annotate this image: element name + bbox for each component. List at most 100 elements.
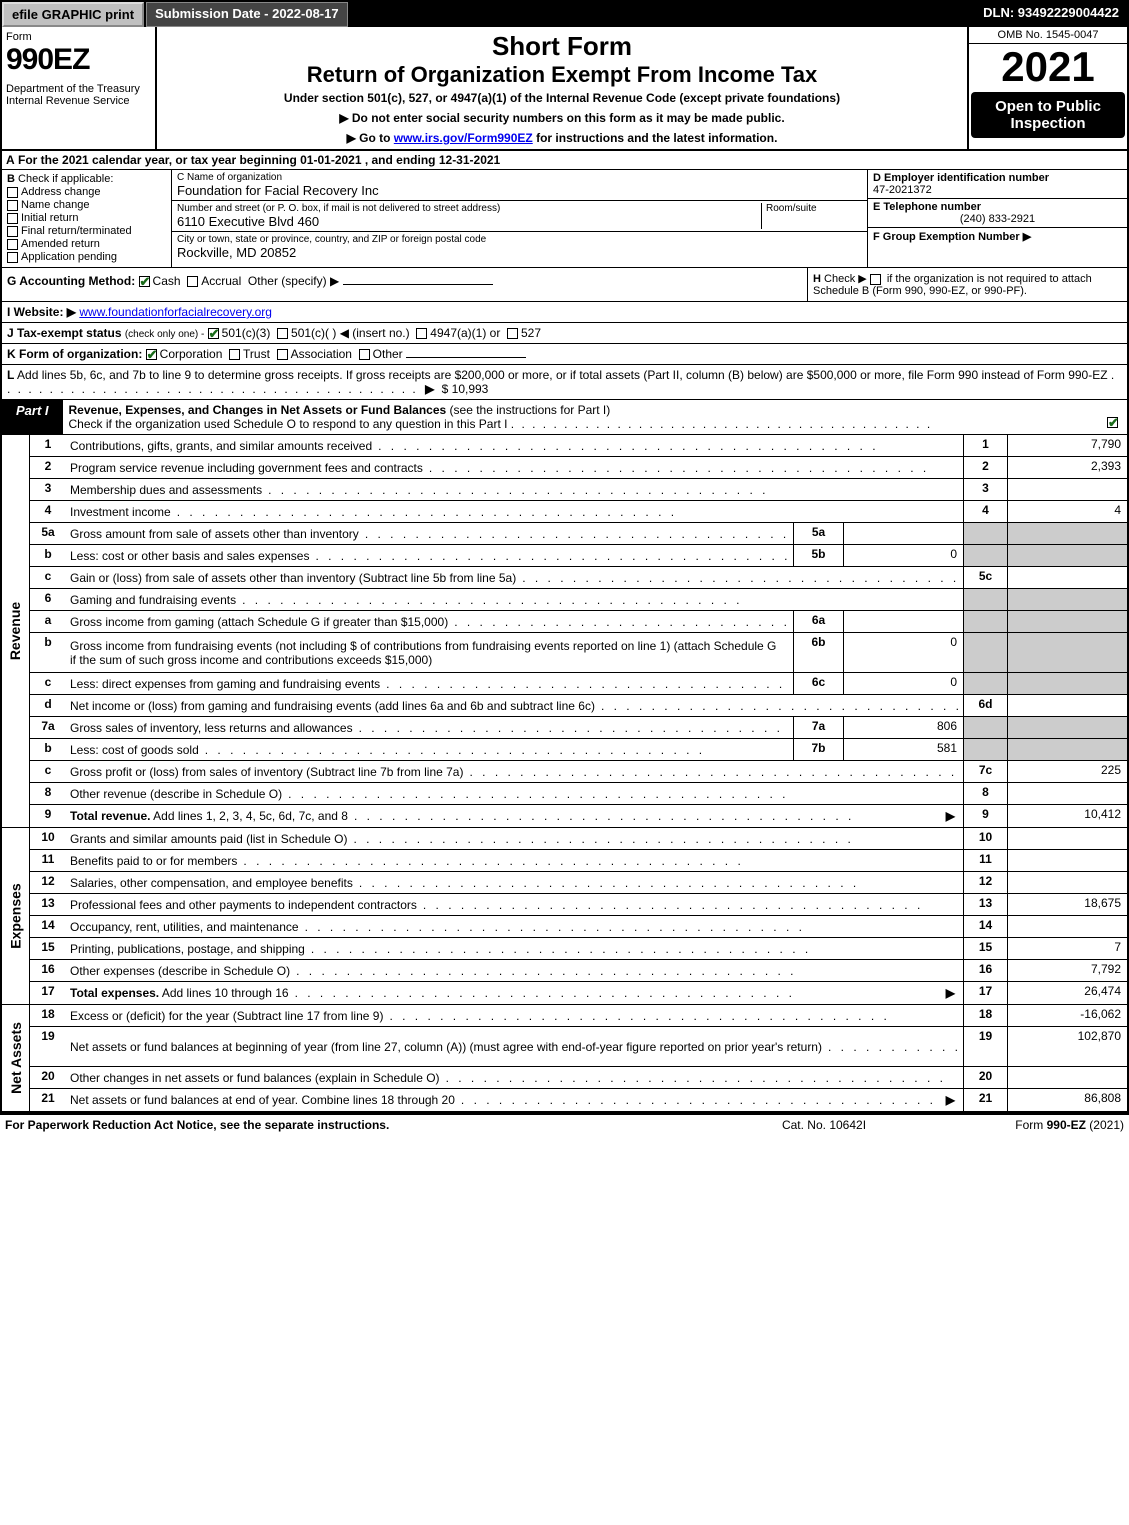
boxnum: 15 xyxy=(963,938,1007,959)
line-desc: Other changes in net assets or fund bala… xyxy=(66,1067,963,1088)
other-label: Other (specify) ▶ xyxy=(248,274,339,288)
line-b: bLess: cost of goods sold. . . . . . . .… xyxy=(30,739,1127,761)
boxval-shade xyxy=(1007,717,1127,738)
street-value: 6110 Executive Blvd 460 xyxy=(177,214,757,229)
boxnum: 5c xyxy=(963,567,1007,588)
part1-check-text: Check if the organization used Schedule … xyxy=(69,417,508,431)
boxnum-shade xyxy=(963,633,1007,672)
ssn-note: ▶ Do not enter social security numbers o… xyxy=(163,111,961,125)
line-num: c xyxy=(30,673,66,694)
cb-address-change[interactable]: Address change xyxy=(7,186,166,198)
boxnum-shade xyxy=(963,673,1007,694)
open-public-badge: Open to Public Inspection xyxy=(971,92,1125,138)
cb-4947[interactable] xyxy=(416,328,427,339)
line-11: 11Benefits paid to or for members. . . .… xyxy=(30,850,1127,872)
boxval xyxy=(1007,872,1127,893)
line-num: b xyxy=(30,633,66,672)
netassets-section: Net Assets 18Excess or (deficit) for the… xyxy=(2,1005,1127,1113)
o2-label: 501(c)( ) ◀ (insert no.) xyxy=(291,326,410,340)
tel-label: E Telephone number xyxy=(873,201,1122,213)
boxnum: 11 xyxy=(963,850,1007,871)
line-num: b xyxy=(30,545,66,566)
cb-trust[interactable] xyxy=(229,349,240,360)
row-i: I Website: ▶ www.foundationforfacialreco… xyxy=(2,302,1127,323)
cb-schedule-o[interactable] xyxy=(1107,417,1118,428)
part1-title: Revenue, Expenses, and Changes in Net As… xyxy=(69,403,447,417)
website-link[interactable]: www.foundationforfacialrecovery.org xyxy=(79,305,272,319)
col-b-hdr: B xyxy=(7,173,15,185)
group-exemption-label: F Group Exemption Number ▶ xyxy=(873,230,1122,243)
cb-schedule-b[interactable] xyxy=(870,274,881,285)
line-desc: Other expenses (describe in Schedule O).… xyxy=(66,960,963,981)
cb-corporation[interactable] xyxy=(146,349,157,360)
line-7a: 7aGross sales of inventory, less returns… xyxy=(30,717,1127,739)
boxval xyxy=(1007,783,1127,804)
boxnum: 6d xyxy=(963,695,1007,716)
tax-year: 2021 xyxy=(969,44,1127,90)
line-desc: Gaming and fundraising events. . . . . .… xyxy=(66,589,963,610)
cb-501c3[interactable] xyxy=(208,328,219,339)
boxnum-shade xyxy=(963,545,1007,566)
cb-name-change[interactable]: Name change xyxy=(7,199,166,211)
cb-initial-return[interactable]: Initial return xyxy=(7,212,166,224)
line-num: 16 xyxy=(30,960,66,981)
boxnum-shade xyxy=(963,717,1007,738)
boxnum: 3 xyxy=(963,479,1007,500)
cb-527[interactable] xyxy=(507,328,518,339)
row-k: K Form of organization: Corporation Trus… xyxy=(2,344,1127,365)
irs-link[interactable]: www.irs.gov/Form990EZ xyxy=(394,131,533,145)
revenue-section: Revenue 1Contributions, gifts, grants, a… xyxy=(2,435,1127,828)
boxval xyxy=(1007,850,1127,871)
subcol: 6b xyxy=(793,633,843,672)
cb-association[interactable] xyxy=(277,349,288,360)
line-desc: Excess or (deficit) for the year (Subtra… xyxy=(66,1005,963,1026)
other-org-line xyxy=(406,357,526,358)
footer-mid: Cat. No. 10642I xyxy=(724,1118,924,1132)
line-a: aGross income from gaming (attach Schedu… xyxy=(30,611,1127,633)
o1-label: 501(c)(3) xyxy=(222,326,271,340)
cb-final-return[interactable]: Final return/terminated xyxy=(7,225,166,237)
line-desc: Gross income from gaming (attach Schedul… xyxy=(66,611,793,632)
line-num: 18 xyxy=(30,1005,66,1026)
dln-number: DLN: 93492229004422 xyxy=(975,2,1127,27)
col-c: C Name of organization Foundation for Fa… xyxy=(172,170,867,267)
cash-label: Cash xyxy=(153,274,181,288)
boxnum: 9 xyxy=(963,805,1007,827)
line-desc: Gross amount from sale of assets other t… xyxy=(66,523,793,544)
netassets-lines: 18Excess or (deficit) for the year (Subt… xyxy=(30,1005,1127,1111)
subval xyxy=(843,611,963,632)
cb-amended[interactable]: Amended return xyxy=(7,238,166,250)
boxnum: 13 xyxy=(963,894,1007,915)
footer-right: Form 990-EZ (2021) xyxy=(924,1118,1124,1132)
cb-501c[interactable] xyxy=(277,328,288,339)
boxnum: 8 xyxy=(963,783,1007,804)
line-desc: Gain or (loss) from sale of assets other… xyxy=(66,567,963,588)
cb-accrual[interactable] xyxy=(187,276,198,287)
line-10: 10Grants and similar amounts paid (list … xyxy=(30,828,1127,850)
assoc-label: Association xyxy=(291,347,352,361)
line-desc: Other revenue (describe in Schedule O). … xyxy=(66,783,963,804)
subcol: 6a xyxy=(793,611,843,632)
line-num: 7a xyxy=(30,717,66,738)
row-i-label: I Website: ▶ xyxy=(7,305,76,319)
subval: 581 xyxy=(843,739,963,760)
boxnum-shade xyxy=(963,589,1007,610)
line-2: 2Program service revenue including gover… xyxy=(30,457,1127,479)
cb-application-pending[interactable]: Application pending xyxy=(7,251,166,263)
line-desc: Gross income from fundraising events (no… xyxy=(66,633,793,672)
line-desc: Printing, publications, postage, and shi… xyxy=(66,938,963,959)
cb-other-org[interactable] xyxy=(359,349,370,360)
line-num: 3 xyxy=(30,479,66,500)
cb-cash[interactable] xyxy=(139,276,150,287)
boxval: 26,474 xyxy=(1007,982,1127,1004)
boxnum-shade xyxy=(963,611,1007,632)
line-14: 14Occupancy, rent, utilities, and mainte… xyxy=(30,916,1127,938)
row-l-amount: $ 10,993 xyxy=(442,382,489,396)
boxnum: 12 xyxy=(963,872,1007,893)
header-right: OMB No. 1545-0047 2021 Open to Public In… xyxy=(967,27,1127,149)
subval: 0 xyxy=(843,545,963,566)
efile-print-button[interactable]: efile GRAPHIC print xyxy=(2,2,144,27)
boxval: 102,870 xyxy=(1007,1027,1127,1066)
expenses-side-label: Expenses xyxy=(2,828,30,1004)
line-d: dNet income or (loss) from gaming and fu… xyxy=(30,695,1127,717)
